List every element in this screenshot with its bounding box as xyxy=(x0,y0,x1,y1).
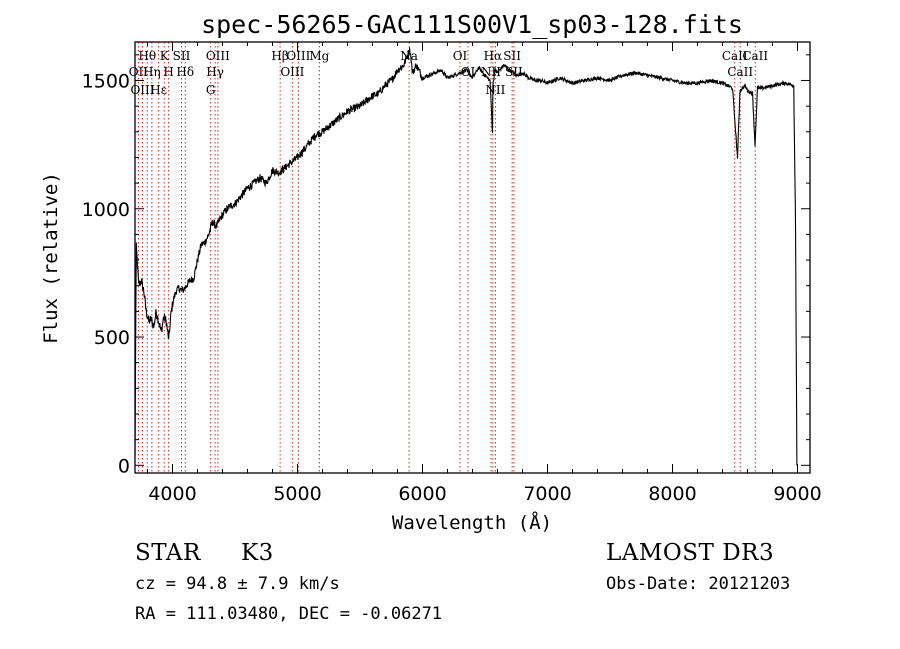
emission-line-markers xyxy=(137,42,756,473)
x-tick-label: 6000 xyxy=(398,483,446,505)
flux-series-line xyxy=(134,47,798,466)
redshift-value: cz = 94.8 ± 7.9 km/s xyxy=(135,574,340,594)
plot-frame xyxy=(134,41,811,474)
emission-line-label: Hη xyxy=(143,65,161,79)
x-tick-label: 8000 xyxy=(648,483,696,505)
x-tick-label: 4000 xyxy=(148,483,196,505)
emission-line-label: Hβ xyxy=(271,49,288,63)
y-tick-label: 0 xyxy=(118,455,130,477)
emission-line-label: OIII xyxy=(280,65,304,79)
emission-line-label: OIII xyxy=(286,49,310,63)
emission-line-label: Hε xyxy=(150,83,167,97)
axis-ticks: 4000 5000 6000 7000 8000 9000 0 500 1000 1500 xyxy=(82,42,822,505)
y-axis-label: Flux (relative) xyxy=(40,172,62,344)
emission-line-label: OIII xyxy=(206,49,230,63)
emission-line-label: K xyxy=(160,49,170,63)
chart-title: spec-56265-GAC111S00V1_sp03-128.fits xyxy=(201,10,743,39)
emission-line-label: Hδ xyxy=(176,65,194,79)
survey-name: LAMOST DR3 xyxy=(606,540,775,566)
emission-line-label: SII xyxy=(173,49,191,63)
emission-line-label: Hθ xyxy=(138,49,156,63)
obs-date: Obs-Date: 20121203 xyxy=(606,574,791,594)
emission-line-label: OII xyxy=(129,65,149,79)
y-tick-label: 1500 xyxy=(82,70,130,92)
y-tick-label: 500 xyxy=(94,327,130,349)
emission-line-label: OI xyxy=(453,49,468,63)
x-tick-label: 7000 xyxy=(523,483,571,505)
coordinates: RA = 111.03480, DEC = -0.06271 xyxy=(135,604,443,624)
object-class: STAR xyxy=(135,540,201,566)
emission-line-label: NII xyxy=(485,83,505,97)
x-axis-label: Wavelength (Å) xyxy=(392,511,552,534)
emission-line-label: G xyxy=(206,83,216,97)
y-tick-label: 1000 xyxy=(82,199,130,221)
emission-line-label: SII xyxy=(503,49,521,63)
emission-line-label: CaII xyxy=(742,49,768,63)
emission-line-label: CaII xyxy=(722,49,748,63)
emission-line-label: OIII xyxy=(130,83,154,97)
x-tick-label: 9000 xyxy=(773,483,821,505)
emission-line-label: CaII xyxy=(727,65,753,79)
emission-line-label: H xyxy=(163,65,173,79)
emission-line-label: Hγ xyxy=(206,65,224,79)
emission-line-label: Hα xyxy=(484,49,503,63)
object-subclass: K3 xyxy=(241,540,274,566)
x-tick-label: 5000 xyxy=(273,483,321,505)
emission-line-label: Mg xyxy=(309,49,329,63)
